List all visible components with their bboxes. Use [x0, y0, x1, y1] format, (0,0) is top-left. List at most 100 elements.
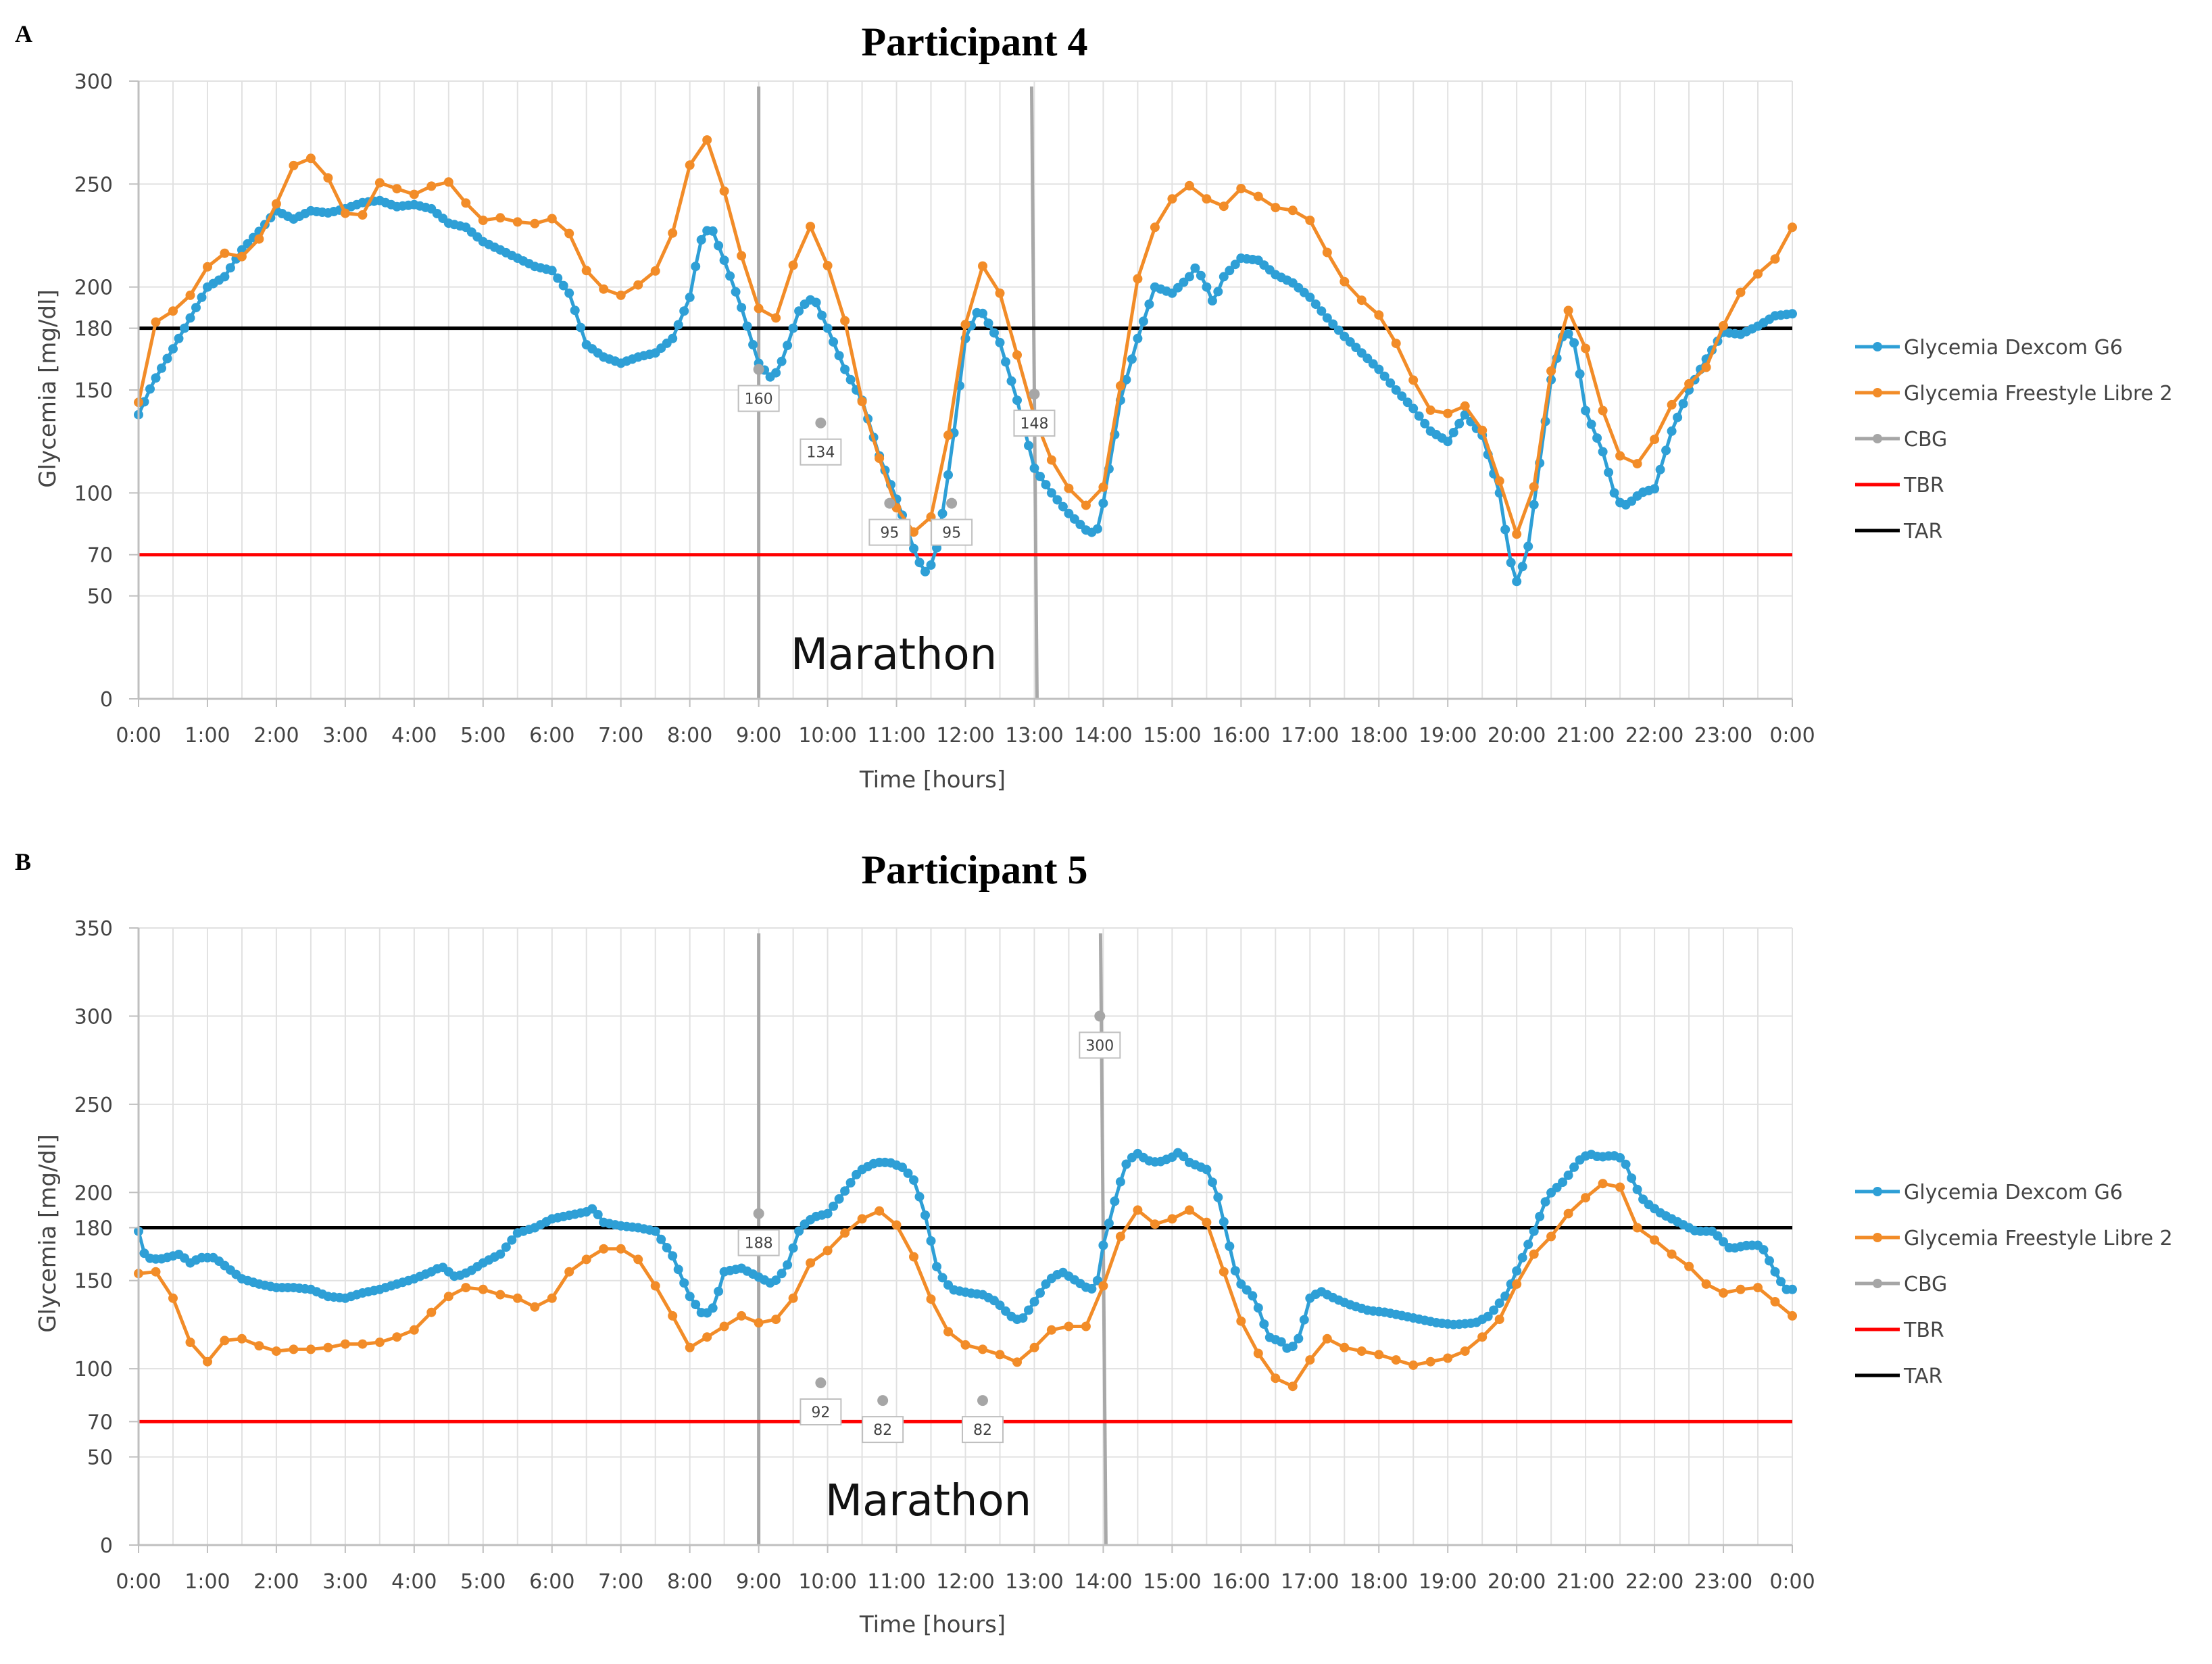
dexcom-data-point: [220, 272, 230, 282]
dexcom-data-point: [731, 287, 741, 297]
libre-data-point: [840, 316, 850, 326]
libre-data-point: [374, 178, 385, 188]
libre-data-point: [495, 213, 506, 223]
libre-data-point: [151, 1267, 161, 1277]
dexcom-data-point: [1713, 1231, 1723, 1241]
libre-data-point: [1391, 1355, 1401, 1365]
legend-label: CBG: [1904, 1273, 1947, 1296]
dexcom-data-point: [1558, 1177, 1568, 1188]
libre-data-point: [1753, 1283, 1763, 1293]
cbg-point: [815, 1377, 827, 1389]
libre-data-point: [1667, 399, 1677, 410]
x-tick-label: 7:00: [598, 1570, 643, 1594]
cbg-point: [884, 497, 895, 509]
libre-data-point: [1271, 1373, 1281, 1384]
dexcom-data-point: [1615, 1153, 1625, 1163]
libre-data-point: [1546, 366, 1556, 376]
libre-data-point: [1271, 203, 1281, 213]
libre-data-point: [1046, 455, 1056, 465]
dexcom-data-point: [1299, 1315, 1309, 1325]
libre-data-point: [1701, 362, 1711, 372]
dexcom-data-point: [834, 1194, 844, 1204]
dexcom-data-point: [1592, 433, 1602, 443]
libre-data-point: [340, 208, 350, 218]
libre-data-point: [340, 1339, 350, 1349]
libre-data-point: [822, 261, 833, 270]
dexcom-data-point: [788, 1243, 798, 1253]
dexcom-data-point: [1024, 1305, 1033, 1315]
dexcom-data-point: [1287, 1342, 1298, 1352]
libre-data-point: [1425, 1356, 1435, 1367]
libre-data-point: [1529, 482, 1539, 492]
dexcom-data-point: [662, 1243, 672, 1252]
x-tick-label: 5:00: [460, 724, 506, 748]
legend-marker: [1873, 1187, 1882, 1196]
dexcom-data-point: [1110, 1196, 1120, 1206]
x-tick-label: 12:00: [936, 1570, 994, 1594]
x-tick-label: 16:00: [1212, 724, 1270, 748]
y-tick-label: 150: [74, 379, 113, 403]
dexcom-data-point: [1540, 1197, 1550, 1207]
libre-data-point: [203, 1356, 212, 1367]
dexcom-data-point: [168, 344, 178, 354]
cbg-label-box: [961, 1416, 1004, 1444]
x-tick-label: 8:00: [667, 724, 712, 748]
dexcom-data-point: [673, 320, 683, 330]
libre-data-point: [1443, 408, 1453, 418]
libre-data-point: [1563, 1208, 1573, 1219]
dexcom-data-point: [1420, 418, 1430, 429]
libre-data-point: [1443, 1353, 1453, 1363]
libre-data-point: [254, 234, 264, 244]
libre-data-point: [1770, 1297, 1780, 1306]
dexcom-data-point: [1719, 1237, 1728, 1247]
libre-data-point: [806, 1258, 816, 1268]
dexcom-data-point: [937, 1273, 948, 1283]
legend-marker: [1873, 342, 1882, 351]
y-tick-label: 70: [87, 1411, 113, 1434]
chart-title: Participant 5: [862, 848, 1088, 892]
libre-data-point: [203, 262, 212, 272]
dexcom-data-point: [1144, 299, 1154, 310]
libre-data-point: [237, 1333, 247, 1344]
libre-data-point: [1322, 247, 1332, 258]
libre-data-point: [426, 1307, 437, 1317]
libre-data-point: [461, 1283, 471, 1293]
libre-data-point: [358, 210, 368, 220]
libre-data-point: [1098, 482, 1108, 492]
dexcom-data-point: [748, 340, 758, 349]
libre-data-point: [1374, 310, 1384, 320]
dexcom-data-point: [840, 364, 850, 374]
dexcom-data-point: [1379, 371, 1390, 381]
dexcom-data-point: [558, 280, 568, 291]
cbg-point: [1029, 389, 1040, 400]
libre-data-point: [1477, 425, 1488, 435]
libre-data-point: [1081, 1321, 1091, 1331]
dexcom-data-point: [943, 470, 953, 480]
y-tick-label: 180: [74, 318, 113, 341]
dexcom-data-point: [1529, 499, 1539, 510]
libre-data-point: [1202, 194, 1212, 204]
x-tick-label: 16:00: [1212, 1570, 1270, 1594]
libre-data-point: [1529, 1249, 1539, 1259]
libre-data-point: [909, 1252, 918, 1262]
x-tick-label: 4:00: [391, 724, 437, 748]
dexcom-data-point: [1529, 1226, 1539, 1236]
libre-data-point: [1598, 406, 1608, 416]
dexcom-data-point: [673, 1265, 683, 1275]
libre-data-point: [478, 1284, 488, 1294]
dexcom-data-point: [822, 323, 833, 333]
dexcom-data-point: [1512, 1266, 1522, 1276]
dexcom-data-point: [914, 1192, 925, 1202]
cbg-point: [877, 1395, 889, 1406]
dexcom-data-point: [668, 333, 678, 343]
dexcom-data-point: [920, 1210, 930, 1220]
x-tick-label: 17:00: [1281, 724, 1339, 748]
x-tick-label: 0:00: [1769, 724, 1815, 748]
libre-data-point: [685, 1342, 695, 1352]
dexcom-data-point: [691, 1300, 701, 1310]
libre-data-point: [1632, 459, 1642, 469]
y-tick-label: 250: [74, 1094, 113, 1117]
libre-data-point: [564, 1267, 574, 1277]
dexcom-data-point: [157, 363, 166, 373]
dexcom-data-point: [1052, 495, 1062, 505]
